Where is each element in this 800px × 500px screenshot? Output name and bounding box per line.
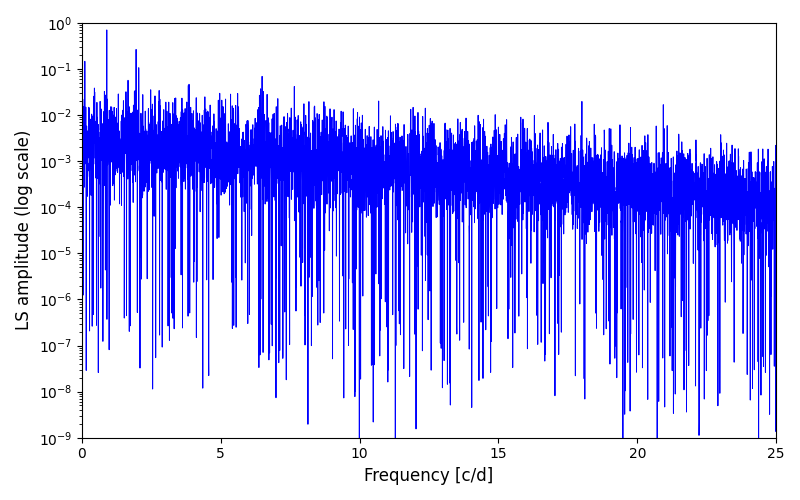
X-axis label: Frequency [c/d]: Frequency [c/d] (364, 467, 494, 485)
Y-axis label: LS amplitude (log scale): LS amplitude (log scale) (15, 130, 33, 330)
